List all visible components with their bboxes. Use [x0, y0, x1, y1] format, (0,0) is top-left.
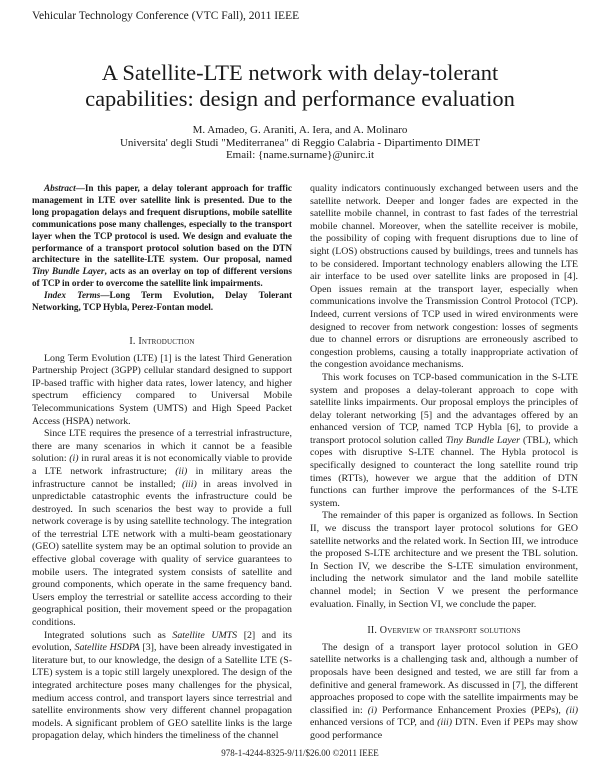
email: Email: {name.surname}@unirc.it: [225, 149, 375, 161]
paragraph: Integrated solutions such as Satellite U…: [32, 629, 292, 742]
abstract: Abstract—In this paper, a delay tolerant…: [32, 183, 292, 290]
index-terms: Index Terms—Long Term Evolution, Delay T…: [32, 290, 292, 314]
abstract-label: Abstract: [44, 183, 76, 193]
right-column: quality indicators continuously exchange…: [310, 183, 578, 743]
paper-title: A Satellite-LTE network with delay-toler…: [0, 60, 600, 112]
author-names: M. Amadeo, G. Araniti, A. Iera, and A. M…: [192, 124, 408, 136]
paragraph: The design of a transport layer protocol…: [310, 641, 579, 741]
title-line-2: capabilities: design and performance eva…: [85, 86, 515, 111]
abstract-text: —In this paper, a delay tolerant approac…: [32, 183, 292, 265]
abstract-italic: Tiny Bundle Layer: [32, 266, 105, 277]
section-heading-intro: I. Introduction: [129, 335, 195, 347]
conference-header: Vehicular Technology Conference (VTC Fal…: [32, 10, 300, 22]
paragraph: Long Term Evolution (LTE) [1] is the lat…: [32, 352, 292, 427]
paragraph: Since LTE requires the presence of a ter…: [32, 428, 292, 629]
paragraph: The remainder of this paper is organized…: [310, 510, 578, 610]
index-terms-label: Index Terms: [44, 290, 101, 301]
title-line-1: A Satellite-LTE network with delay-toler…: [101, 60, 499, 85]
section-heading-2: II. Overview of transport solutions: [367, 625, 521, 637]
author-block: M. Amadeo, G. Araniti, A. Iera, and A. M…: [0, 124, 600, 162]
left-column: Abstract—In this paper, a delay tolerant…: [32, 183, 292, 743]
index-terms-text: —Long Term Evolution, Delay Tolerant Net…: [32, 290, 293, 313]
abstract-text-2: , acts as an overlay on top of different…: [32, 266, 292, 289]
affiliation: Universita' degli Studi "Mediterranea" d…: [119, 136, 481, 149]
copyright-footer: 978-1-4244-8325-9/11/$26.00 ©2011 IEEE: [221, 748, 379, 758]
paragraph-continued: quality indicators continuously exchange…: [310, 183, 578, 371]
paragraph: This work focuses on TCP-based communica…: [310, 371, 578, 509]
